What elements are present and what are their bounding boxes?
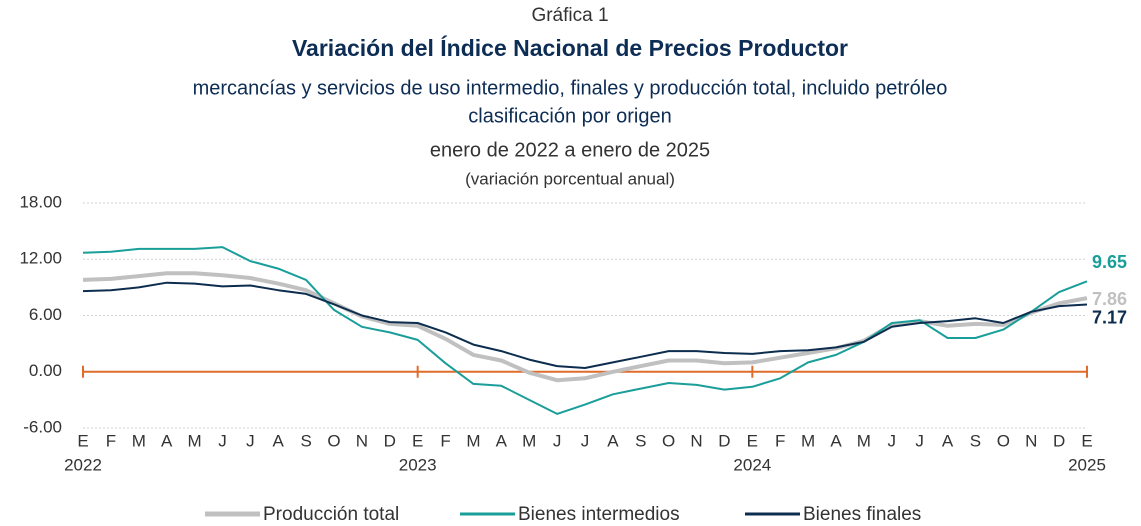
- x-tick-label: J: [553, 431, 562, 450]
- x-tick-label: A: [830, 431, 842, 450]
- legend-label: Bienes intermedios: [518, 504, 680, 525]
- x-tick-label: M: [801, 431, 815, 450]
- legend-label: Producción total: [263, 504, 399, 525]
- x-tick-label: D: [1053, 431, 1065, 450]
- unit-note: (variación porcentual anual): [465, 169, 675, 188]
- year-label: 2023: [399, 455, 437, 474]
- y-tick-label: -6.00: [23, 417, 62, 436]
- period: enero de 2022 a enero de 2025: [430, 139, 710, 161]
- x-tick-label: J: [581, 431, 590, 450]
- x-tick-label: S: [635, 431, 646, 450]
- series-line: [82, 246, 1088, 415]
- x-tick-label: E: [1081, 431, 1092, 450]
- end-label: 7.17: [1092, 307, 1127, 327]
- x-tick-label: M: [857, 431, 871, 450]
- chart-title: Variación del Índice Nacional de Precios…: [292, 34, 848, 61]
- x-tick-label: J: [246, 431, 255, 450]
- x-tick-label: O: [662, 431, 675, 450]
- x-tick-label: M: [466, 431, 480, 450]
- legend-label: Bienes finales: [803, 504, 921, 525]
- year-label: 2022: [64, 455, 102, 474]
- y-tick-label: 12.00: [19, 249, 62, 268]
- series-line: [82, 271, 1088, 383]
- x-tick-label: F: [106, 431, 116, 450]
- kicker: Gráfica 1: [531, 5, 608, 26]
- series-line: [82, 281, 1088, 369]
- x-tick-label: S: [300, 431, 311, 450]
- end-label: 9.65: [1092, 252, 1127, 272]
- x-tick-label: J: [915, 431, 924, 450]
- x-tick-label: E: [412, 431, 423, 450]
- x-tick-label: E: [77, 431, 88, 450]
- x-tick-label: F: [440, 431, 450, 450]
- subtitle: mercancías y servicios de uso intermedio…: [193, 77, 948, 99]
- x-tick-label: A: [496, 431, 508, 450]
- x-tick-label: A: [607, 431, 619, 450]
- x-tick-label: S: [970, 431, 981, 450]
- x-tick-label: N: [1025, 431, 1037, 450]
- x-tick-label: O: [327, 431, 340, 450]
- x-tick-label: E: [747, 431, 758, 450]
- x-tick-label: M: [132, 431, 146, 450]
- x-tick-label: A: [273, 431, 285, 450]
- y-tick-label: 0.00: [29, 361, 62, 380]
- x-tick-label: M: [522, 431, 536, 450]
- x-tick-label: D: [384, 431, 396, 450]
- x-tick-label: O: [997, 431, 1010, 450]
- end-label: 7.86: [1092, 289, 1127, 309]
- x-tick-label: F: [775, 431, 785, 450]
- x-tick-label: N: [690, 431, 702, 450]
- y-tick-label: 6.00: [29, 305, 62, 324]
- y-tick-label: 18.00: [19, 192, 62, 211]
- x-tick-label: J: [888, 431, 897, 450]
- year-label: 2024: [733, 455, 771, 474]
- x-tick-label: N: [356, 431, 368, 450]
- x-tick-label: J: [218, 431, 227, 450]
- x-tick-label: D: [718, 431, 730, 450]
- subtitle: clasificación por origen: [468, 105, 671, 127]
- x-tick-label: A: [942, 431, 954, 450]
- x-tick-label: A: [161, 431, 173, 450]
- year-label: 2025: [1068, 455, 1106, 474]
- x-tick-label: M: [187, 431, 201, 450]
